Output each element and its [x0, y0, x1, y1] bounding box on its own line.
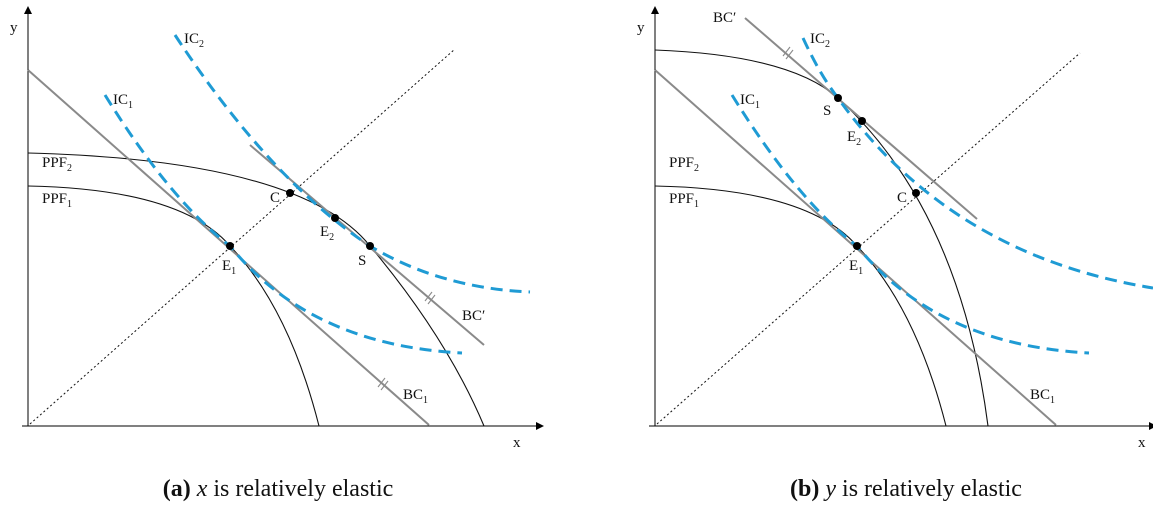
ic2-curve	[173, 34, 531, 294]
bc1-label: BC1	[1030, 387, 1055, 406]
point-c	[286, 189, 294, 197]
ic2-curve	[801, 37, 1153, 290]
bc1-label: BC1	[403, 387, 428, 406]
point-e1-label: E1	[849, 258, 863, 277]
point-c-label: C	[270, 190, 280, 206]
ic1-curve	[103, 94, 463, 355]
ic2-label: IC2	[184, 31, 204, 50]
point-e2-label: E2	[847, 129, 861, 148]
bc-prime-tick-mark	[424, 291, 433, 302]
point-e1-label: E1	[222, 258, 236, 277]
ic1-curve	[730, 94, 1090, 355]
point-e2	[331, 214, 339, 222]
bc1-tick-mark	[380, 380, 389, 391]
y-axis-label: y	[637, 20, 645, 36]
ppf2-curve	[27, 152, 485, 427]
point-e2	[858, 117, 866, 125]
point-s	[366, 242, 374, 250]
bc-prime-tick-mark	[785, 49, 794, 60]
diagonal-line	[29, 48, 456, 425]
ppf1-curve	[27, 185, 320, 427]
ppf2-curve	[654, 49, 989, 427]
point-e1	[226, 242, 234, 250]
point-e1	[853, 242, 861, 250]
panel-a: y x IC2 IC1 PPF2 PPF1 BC′ BC1 C E2 S	[10, 6, 544, 502]
ppf1-label: PPF1	[42, 191, 72, 210]
point-s-label: S	[358, 253, 366, 269]
ppf2-label: PPF2	[669, 155, 699, 174]
ic1-label: IC1	[740, 92, 760, 111]
panel-b: y x BC′ IC2 IC1 PPF2 PPF1 BC1 S E2 C E1	[637, 6, 1153, 502]
bc-prime-tick-mark	[427, 294, 436, 305]
x-axis-label: x	[1138, 435, 1146, 451]
ic2-label: IC2	[810, 31, 830, 50]
ppf1-label: PPF1	[669, 191, 699, 210]
caption-a: (a) x is relatively elastic	[163, 476, 394, 502]
bc-prime-label: BC′	[462, 308, 485, 324]
point-c-label: C	[897, 190, 907, 206]
point-s	[834, 94, 842, 102]
point-s-label: S	[823, 103, 831, 119]
bc1-tick-mark	[377, 377, 386, 388]
ic1-label: IC1	[113, 92, 133, 111]
bc-prime-label: BC′	[713, 10, 736, 26]
ppf2-label: PPF2	[42, 155, 72, 174]
point-e2-label: E2	[320, 224, 334, 243]
bc-prime-tick-mark	[782, 46, 791, 57]
x-axis-label: x	[513, 435, 521, 451]
y-axis-label: y	[10, 20, 18, 36]
ppf1-curve	[654, 185, 947, 427]
diagonal-line	[656, 52, 1081, 425]
caption-b: (b) y is relatively elastic	[790, 476, 1022, 502]
point-c	[912, 189, 920, 197]
